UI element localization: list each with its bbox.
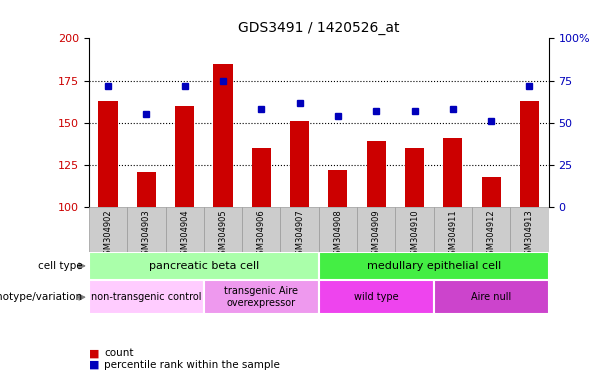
Text: GSM304911: GSM304911: [448, 210, 457, 260]
Text: cell type: cell type: [38, 261, 83, 271]
Bar: [329, 170, 348, 207]
Bar: [281, 207, 319, 252]
Text: GSM304907: GSM304907: [295, 210, 304, 260]
Bar: [482, 177, 501, 207]
Text: GSM304902: GSM304902: [104, 210, 113, 260]
Text: medullary epithelial cell: medullary epithelial cell: [367, 261, 501, 271]
Bar: [204, 207, 242, 252]
Text: transgenic Aire
overexpressor: transgenic Aire overexpressor: [224, 286, 299, 308]
Text: GSM304912: GSM304912: [487, 210, 496, 260]
Text: Aire null: Aire null: [471, 292, 511, 302]
Text: count: count: [104, 348, 134, 358]
Bar: [175, 106, 194, 207]
Bar: [99, 101, 118, 207]
Text: GSM304910: GSM304910: [410, 210, 419, 260]
Bar: [520, 101, 539, 207]
Bar: [472, 207, 510, 252]
Bar: [434, 280, 549, 314]
Bar: [357, 207, 395, 252]
Bar: [290, 121, 309, 207]
Bar: [89, 280, 204, 314]
Text: percentile rank within the sample: percentile rank within the sample: [104, 360, 280, 370]
Text: GSM304906: GSM304906: [257, 210, 266, 260]
Bar: [319, 207, 357, 252]
Bar: [89, 252, 319, 280]
Bar: [213, 64, 232, 207]
Bar: [434, 207, 472, 252]
Text: non-transgenic control: non-transgenic control: [91, 292, 202, 302]
Bar: [204, 280, 319, 314]
Bar: [252, 148, 271, 207]
Bar: [395, 207, 434, 252]
Bar: [367, 141, 386, 207]
Text: genotype/variation: genotype/variation: [0, 292, 83, 302]
Text: GSM304908: GSM304908: [333, 210, 343, 260]
Bar: [137, 172, 156, 207]
Bar: [319, 280, 434, 314]
Bar: [89, 207, 128, 252]
Text: GSM304905: GSM304905: [218, 210, 227, 260]
Title: GDS3491 / 1420526_at: GDS3491 / 1420526_at: [238, 21, 400, 35]
Text: GSM304904: GSM304904: [180, 210, 189, 260]
Text: pancreatic beta cell: pancreatic beta cell: [149, 261, 259, 271]
Bar: [443, 138, 462, 207]
Text: GSM304909: GSM304909: [371, 210, 381, 260]
Bar: [405, 148, 424, 207]
Bar: [128, 207, 166, 252]
Text: GSM304903: GSM304903: [142, 210, 151, 260]
Text: GSM304913: GSM304913: [525, 210, 534, 260]
Bar: [510, 207, 549, 252]
Text: ■: ■: [89, 360, 99, 370]
Bar: [242, 207, 281, 252]
Text: wild type: wild type: [354, 292, 398, 302]
Bar: [319, 252, 549, 280]
Text: ■: ■: [89, 348, 99, 358]
Bar: [166, 207, 204, 252]
